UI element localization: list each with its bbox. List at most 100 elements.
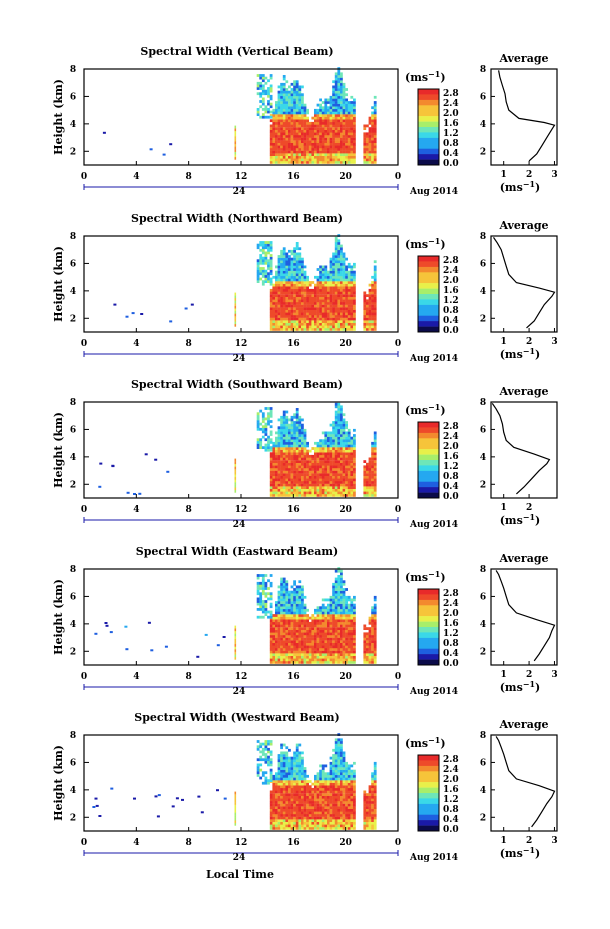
x-tick-label: 4 xyxy=(133,672,139,682)
date-label: Aug 2014 xyxy=(409,520,458,530)
panel-title: Spectral Width (Eastward Beam) xyxy=(136,545,338,558)
heatmap xyxy=(113,234,377,331)
average-y-tick-label: 4 xyxy=(480,786,486,796)
colorbar-tick-label: 0.8 xyxy=(443,639,459,649)
colorbar-frame xyxy=(417,588,440,666)
colorbar-tick-label: 0.8 xyxy=(443,306,459,316)
colorbar-segment xyxy=(418,825,439,832)
x-tick-label: 0 xyxy=(395,672,401,682)
x-tick-label: 12 xyxy=(235,838,248,848)
x-tick-label: 0 xyxy=(81,838,87,848)
colorbar-tick-label: 1.2 xyxy=(443,129,459,139)
colorbar-segment xyxy=(418,814,439,821)
x-tick-label: 0 xyxy=(81,172,87,182)
date-label: Aug 2014 xyxy=(409,354,458,364)
average-x-tick-label: 1 xyxy=(501,170,507,180)
colorbar-tick-label: 2.4 xyxy=(443,765,459,775)
average-title: Average xyxy=(498,219,548,232)
x-tick-label: 20 xyxy=(339,672,352,682)
average-x-axis-label: (ms−1) xyxy=(500,512,541,527)
day-label: 24 xyxy=(233,354,246,364)
colorbar-segment xyxy=(418,476,439,482)
colorbar-segment xyxy=(418,627,439,633)
colorbar-tick-label: 0.0 xyxy=(443,326,459,336)
colorbar-segment xyxy=(418,299,439,306)
x-tick-label: 4 xyxy=(133,172,139,182)
colorbar-segment xyxy=(418,132,439,139)
average-x-axis-label: (ms−1) xyxy=(500,845,541,860)
average-y-tick-label: 2 xyxy=(480,813,486,823)
colorbar-tick-label: 1.2 xyxy=(443,462,459,472)
x-tick-label: 0 xyxy=(81,505,87,515)
average-x-tick-label: 2 xyxy=(526,836,532,846)
colorbar-segment xyxy=(418,110,439,117)
average-y-tick-label: 6 xyxy=(480,592,486,602)
y-tick-label: 4 xyxy=(70,453,76,463)
colorbar-segment xyxy=(418,648,439,655)
x-tick-label: 20 xyxy=(339,838,352,848)
x-tick-label: 4 xyxy=(133,339,139,349)
panel-title: Spectral Width (Southward Beam) xyxy=(131,378,343,391)
panel-1: Spectral Width (Vertical Beam)2468Height… xyxy=(52,45,558,197)
colorbar-tick-label: 0.4 xyxy=(443,149,459,159)
x-tick-label: 16 xyxy=(287,505,300,515)
colorbar-frame xyxy=(417,754,440,832)
average-x-axis-label: (ms−1) xyxy=(500,346,541,361)
colorbar-segment xyxy=(418,449,439,455)
panel-title: Spectral Width (Vertical Beam) xyxy=(140,45,333,58)
average-y-tick-label: 2 xyxy=(480,647,486,657)
y-tick-label: 2 xyxy=(70,314,76,324)
panel-2: Spectral Width (Northward Beam)2468Heigh… xyxy=(52,212,558,364)
average-profile-line xyxy=(491,403,551,495)
colorbar-tick-label: 1.6 xyxy=(443,452,459,462)
y-tick-label: 6 xyxy=(70,758,76,768)
colorbar-segment xyxy=(418,465,439,472)
colorbar-segment xyxy=(418,643,439,649)
colorbar-segment xyxy=(418,266,439,273)
y-axis-label: Height (km) xyxy=(52,246,65,322)
colorbar-tick-label: 0.0 xyxy=(443,159,459,169)
average-x-tick-label: 3 xyxy=(551,670,557,680)
unit-exponent: −1 xyxy=(523,179,535,189)
colorbar-tick-label: 0.8 xyxy=(443,139,459,149)
colorbar-segment xyxy=(418,470,439,477)
colorbar-tick-label: 2.0 xyxy=(443,775,459,785)
colorbar-segment xyxy=(418,599,439,606)
panel-4: Spectral Width (Eastward Beam)2468Height… xyxy=(52,545,558,697)
y-tick-label: 4 xyxy=(70,120,76,130)
colorbar-tick-label: 0.8 xyxy=(443,472,459,482)
x-tick-label: 12 xyxy=(235,505,248,515)
unit-exponent: −1 xyxy=(428,569,440,579)
colorbar-segment xyxy=(418,256,439,262)
average-title: Average xyxy=(498,52,548,65)
colorbar-tick-label: 2.4 xyxy=(443,599,459,609)
colorbar-segment xyxy=(418,137,439,144)
y-axis-label: Height (km) xyxy=(52,412,65,488)
colorbar-segment xyxy=(418,621,439,628)
average-y-tick-label: 8 xyxy=(480,398,486,408)
x-tick-label: 8 xyxy=(186,339,192,349)
average-x-tick-label: 1 xyxy=(501,836,507,846)
unit-exponent: −1 xyxy=(523,512,535,522)
average-x-axis-label: (ms−1) xyxy=(500,179,541,194)
colorbar-tick-label: 0.4 xyxy=(443,815,459,825)
colorbar-tick-label: 1.6 xyxy=(443,286,459,296)
colorbar-segment xyxy=(418,159,439,166)
panel-5: Spectral Width (Westward Beam)2468Height… xyxy=(52,711,558,863)
x-tick-label: 12 xyxy=(235,672,248,682)
unit-exponent: −1 xyxy=(428,402,440,412)
average-title: Average xyxy=(498,385,548,398)
y-tick-label: 4 xyxy=(70,620,76,630)
y-tick-label: 8 xyxy=(70,731,76,741)
day-label: 24 xyxy=(233,520,246,530)
colorbar-segment xyxy=(418,803,439,810)
colorbar-tick-label: 0.8 xyxy=(443,805,459,815)
average-x-axis-label: (ms−1) xyxy=(500,679,541,694)
y-tick-label: 6 xyxy=(70,92,76,102)
average-profile: Average 2 4 6 8 1 2 3 (ms−1) xyxy=(480,552,558,694)
y-tick-label: 2 xyxy=(70,813,76,823)
colorbar-segment xyxy=(418,594,439,601)
average-x-tick-label: 2 xyxy=(526,170,532,180)
day-label: 24 xyxy=(233,187,246,197)
x-tick-label: 20 xyxy=(339,339,352,349)
